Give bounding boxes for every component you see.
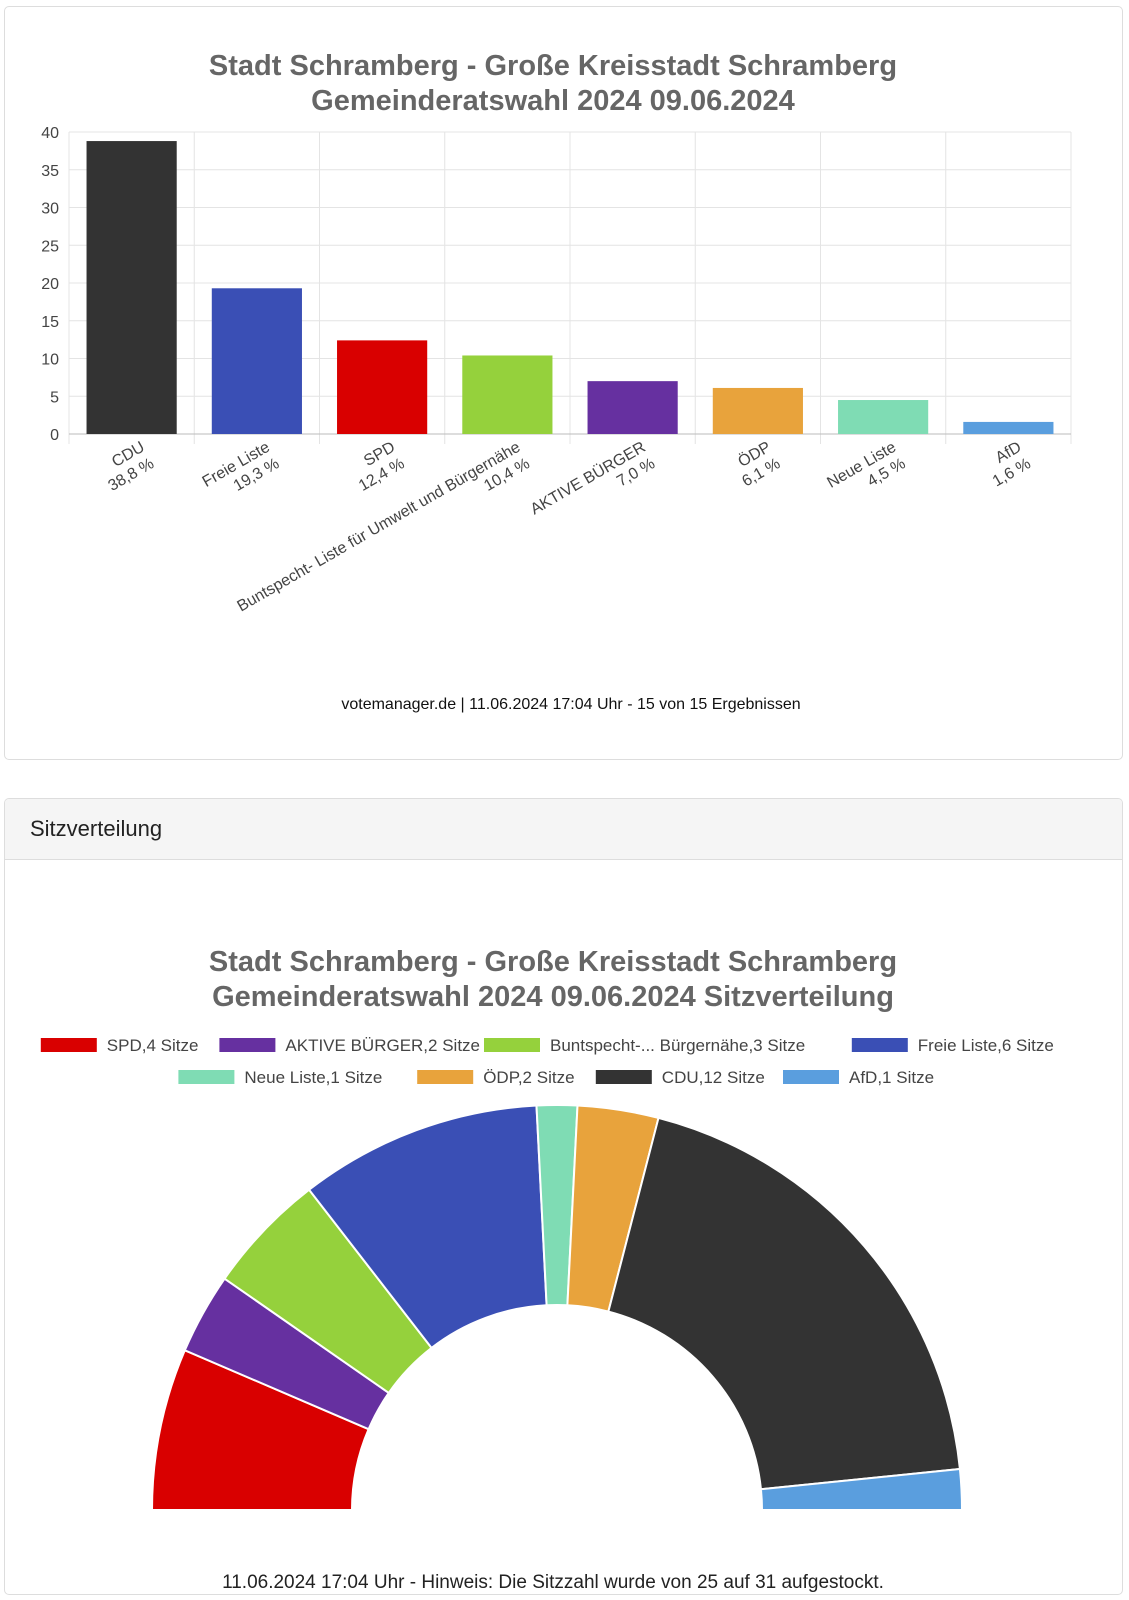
seat-chart-legend[interactable]: SPD,4 Sitze AKTIVE BÜRGER,2 Sitze Buntspec… [40,1036,1054,1087]
seat-chart-title-line1: Stadt Schramberg - Große Kreisstadt Schr… [209,946,897,978]
legend-label: AKTIVE BÜRGER,2 Sitze [285,1036,480,1055]
bar-afd[interactable] [963,421,1054,434]
y-tick-label: 5 [50,389,59,406]
legend-label: Freie Liste,6 Sitze [918,1036,1054,1055]
seat-card-header: Sitzverteilung [5,799,1122,860]
legend-item[interactable]: Neue Liste,1 Sitze [178,1068,382,1087]
y-tick-label: 30 [41,201,59,218]
bar-chart-title-line1: Stadt Schramberg - Große Kreisstadt Schr… [209,50,897,82]
bar-spd[interactable] [337,340,428,434]
bar-cdu[interactable] [86,141,177,434]
legend-label: AfD,1 Sitze [849,1068,934,1087]
legend-swatch [595,1070,652,1084]
bar-freie-liste[interactable] [211,288,302,434]
vote-share-bar-chart: Stadt Schramberg - Große Kreisstadt Schr… [41,50,1072,713]
legend-label: ÖDP,2 Sitze [483,1068,574,1087]
legend-item[interactable]: Buntspecht-... Bürgernähe,3 Sitze [484,1036,805,1055]
legend-label: Buntspecht-... Bürgernähe,3 Sitze [550,1036,805,1055]
legend-swatch [178,1070,235,1084]
legend-swatch [40,1038,97,1052]
legend-item[interactable]: AfD,1 Sitze [783,1068,934,1087]
y-tick-label: 10 [41,352,59,369]
y-tick-label: 35 [41,163,59,180]
legend-swatch [851,1038,908,1052]
y-tick-label: 20 [41,276,59,293]
bar-chart-grid: 0 5 10 15 20 25 30 35 40 [41,125,1072,444]
legend-item[interactable]: SPD,4 Sitze [40,1036,199,1055]
y-tick-label: 0 [50,427,59,444]
bar-neue-liste[interactable] [838,400,929,434]
bar-aktive-bürger[interactable] [587,381,678,434]
legend-item[interactable]: AKTIVE BÜRGER,2 Sitze [219,1036,480,1055]
legend-item[interactable]: ÖDP,2 Sitze [417,1068,575,1087]
legend-swatch [219,1038,276,1052]
bar-chart-title-line2: Gemeinderatswahl 2024 09.06.2024 [311,85,795,117]
y-tick-label: 15 [41,314,59,331]
legend-swatch [484,1038,540,1052]
seat-chart-arcs [150,1104,964,1511]
seat-chart-title-line2: Gemeinderatswahl 2024 09.06.2024 Sitzver… [212,981,894,1013]
legend-item[interactable]: CDU,12 Sitze [595,1068,765,1087]
legend-label: CDU,12 Sitze [662,1068,765,1087]
legend-swatch [417,1070,474,1084]
y-tick-label: 25 [41,238,59,255]
seat-chart-note: 11.06.2024 17:04 Uhr - Hinweis: Die Sitz… [222,1572,884,1593]
bar-chart-bars [86,141,1054,434]
seat-distribution-chart: Stadt Schramberg - Große Kreisstadt Schr… [40,946,1054,1593]
legend-label: Neue Liste,1 Sitze [244,1068,382,1087]
seat-distribution-card: Sitzverteilung Stadt Schramberg - Große … [4,798,1123,1595]
legend-item[interactable]: Freie Liste,6 Sitze [851,1036,1054,1055]
seat-segment-cdu[interactable] [607,1116,962,1491]
legend-label: SPD,4 Sitze [107,1036,199,1055]
vote-share-card: Stadt Schramberg - Große Kreisstadt Schr… [4,6,1123,760]
seat-segment-afd[interactable] [759,1467,964,1511]
y-tick-label: 40 [41,125,59,142]
legend-swatch [783,1070,839,1084]
bar-ödp[interactable] [712,387,803,434]
bar-buntspecht-liste-für-umwelt-und-bürgernähe[interactable] [462,355,553,434]
bar-chart-credits[interactable]: votemanager.de | 11.06.2024 17:04 Uhr - … [341,696,800,713]
